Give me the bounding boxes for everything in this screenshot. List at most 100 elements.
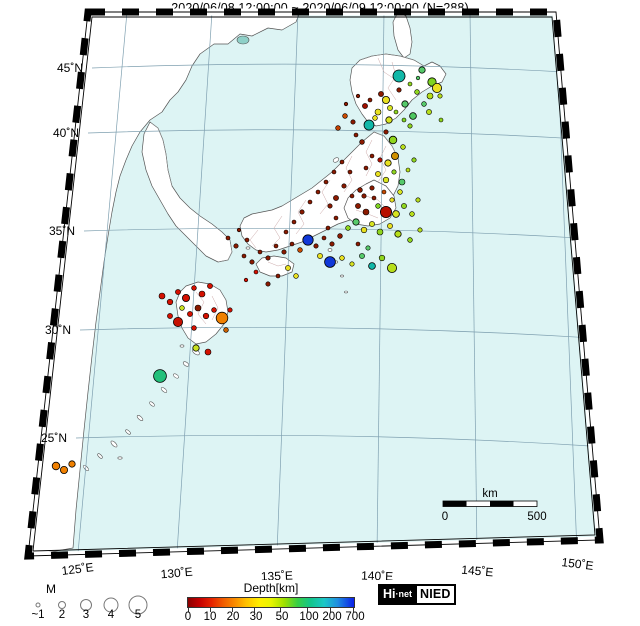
epicenter-marker[interactable] [249, 259, 255, 265]
epicenter-marker[interactable] [375, 203, 381, 209]
epicenter-marker[interactable] [431, 83, 442, 94]
epicenter-marker[interactable] [204, 348, 212, 356]
epicenter-marker[interactable] [275, 273, 281, 279]
epicenter-marker[interactable] [253, 269, 259, 275]
epicenter-marker[interactable] [400, 144, 406, 150]
epicenter-marker[interactable] [361, 193, 367, 199]
epicenter-marker[interactable] [368, 262, 376, 270]
epicenter-marker[interactable] [325, 225, 331, 231]
epicenter-marker[interactable] [349, 193, 355, 199]
epicenter-marker[interactable] [407, 237, 413, 243]
epicenter-marker[interactable] [397, 189, 403, 195]
epicenter-marker[interactable] [407, 81, 413, 87]
epicenter-marker[interactable] [202, 312, 210, 320]
epicenter-marker[interactable] [381, 96, 390, 105]
epicenter-marker[interactable] [352, 218, 360, 226]
epicenter-marker[interactable] [302, 234, 314, 246]
epicenter-marker[interactable] [191, 325, 197, 331]
epicenter-marker[interactable] [175, 289, 181, 295]
earthquake-map[interactable]: km 0 500 45˚N 40˚N 35˚N 30˚N 25˚N 125˚E [0, 0, 640, 580]
epicenter-marker[interactable] [426, 92, 434, 100]
epicenter-marker[interactable] [265, 255, 271, 261]
epicenter-marker[interactable] [437, 93, 443, 99]
epicenter-marker[interactable] [337, 233, 343, 239]
epicenter-marker[interactable] [415, 75, 421, 81]
epicenter-marker[interactable] [396, 87, 402, 93]
epicenter-marker[interactable] [377, 157, 383, 163]
epicenter-marker[interactable] [297, 247, 303, 253]
epicenter-marker[interactable] [359, 253, 365, 259]
epicenter-marker[interactable] [392, 210, 400, 218]
epicenter-marker[interactable] [194, 304, 202, 312]
epicenter-marker[interactable] [313, 243, 319, 249]
epicenter-marker[interactable] [387, 223, 393, 229]
epicenter-marker[interactable] [166, 298, 174, 306]
epicenter-marker[interactable] [401, 117, 407, 123]
epicenter-marker[interactable] [421, 101, 427, 107]
epicenter-marker[interactable] [207, 283, 213, 289]
epicenter-marker[interactable] [211, 307, 217, 313]
epicenter-marker[interactable] [227, 307, 233, 313]
epicenter-marker[interactable] [389, 197, 395, 203]
epicenter-marker[interactable] [51, 461, 61, 471]
epicenter-marker[interactable] [409, 211, 415, 217]
epicenter-marker[interactable] [388, 135, 398, 145]
epicenter-marker[interactable] [381, 189, 387, 195]
hinet-nied-logo[interactable]: Hi ·net NIED [378, 584, 456, 605]
epicenter-marker[interactable] [357, 187, 363, 193]
epicenter-marker[interactable] [372, 115, 378, 121]
epicenter-marker[interactable] [363, 165, 369, 171]
epicenter-marker[interactable] [394, 230, 402, 238]
epicenter-marker[interactable] [335, 125, 341, 131]
epicenter-marker[interactable] [407, 123, 413, 129]
epicenter-marker[interactable] [233, 243, 239, 249]
epicenter-marker[interactable] [363, 119, 375, 131]
epicenter-marker[interactable] [385, 116, 393, 124]
epicenter-marker[interactable] [371, 195, 377, 201]
epicenter-marker[interactable] [293, 273, 299, 279]
epicenter-marker[interactable] [158, 292, 166, 300]
epicenter-marker[interactable] [365, 245, 371, 251]
epicenter-marker[interactable] [387, 105, 393, 111]
epicenter-marker[interactable] [285, 265, 291, 271]
epicenter-marker[interactable] [299, 209, 305, 215]
epicenter-marker[interactable] [405, 167, 411, 173]
epicenter-marker[interactable] [179, 305, 185, 311]
epicenter-marker[interactable] [426, 109, 432, 115]
epicenter-marker[interactable] [376, 228, 384, 236]
epicenter-marker[interactable] [401, 203, 407, 209]
epicenter-marker[interactable] [378, 91, 384, 97]
epicenter-marker[interactable] [329, 241, 335, 247]
epicenter-marker[interactable] [345, 225, 351, 231]
epicenter-marker[interactable] [350, 119, 356, 125]
epicenter-marker[interactable] [215, 311, 229, 325]
epicenter-marker[interactable] [333, 215, 339, 221]
epicenter-marker[interactable] [386, 262, 397, 273]
epicenter-marker[interactable] [391, 169, 397, 175]
epicenter-marker[interactable] [317, 253, 323, 259]
epicenter-marker[interactable] [265, 281, 271, 287]
epicenter-marker[interactable] [375, 171, 381, 177]
epicenter-marker[interactable] [273, 243, 279, 249]
epicenter-marker[interactable] [417, 227, 423, 233]
epicenter-marker[interactable] [289, 241, 295, 247]
epicenter-marker[interactable] [153, 369, 167, 383]
epicenter-marker[interactable] [415, 197, 421, 203]
epicenter-marker[interactable] [181, 293, 190, 302]
epicenter-marker[interactable] [378, 254, 386, 262]
epicenter-marker[interactable] [225, 235, 231, 241]
epicenter-marker[interactable] [384, 159, 392, 167]
epicenter-marker[interactable] [347, 169, 353, 175]
epicenter-marker[interactable] [438, 117, 444, 123]
epicenter-marker[interactable] [187, 311, 193, 317]
epicenter-marker[interactable] [343, 101, 349, 107]
epicenter-marker[interactable] [323, 179, 329, 185]
epicenter-marker[interactable] [341, 183, 347, 189]
epicenter-marker[interactable] [192, 344, 200, 352]
epicenter-marker[interactable] [355, 203, 361, 209]
epicenter-marker[interactable] [223, 327, 229, 333]
epicenter-marker[interactable] [241, 253, 247, 259]
epicenter-marker[interactable] [324, 256, 336, 268]
epicenter-marker[interactable] [383, 129, 389, 135]
epicenter-marker[interactable] [243, 277, 249, 283]
